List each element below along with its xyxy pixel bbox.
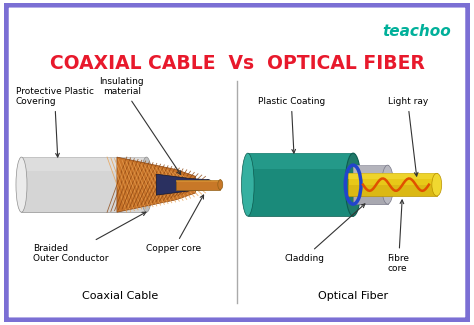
Bar — [348, 173, 437, 196]
Ellipse shape — [204, 180, 212, 189]
Bar — [353, 165, 388, 204]
Text: Optical Fiber: Optical Fiber — [318, 291, 388, 301]
Ellipse shape — [242, 153, 254, 216]
Bar — [248, 153, 353, 216]
Text: Coaxial Cable: Coaxial Cable — [82, 291, 158, 301]
Text: Fibre
core: Fibre core — [388, 200, 410, 273]
Text: teachoo: teachoo — [383, 24, 452, 39]
Bar — [353, 165, 388, 175]
Text: Light ray: Light ray — [388, 97, 428, 176]
Bar — [21, 157, 146, 212]
Ellipse shape — [382, 165, 393, 204]
Text: Protective Plastic
Covering: Protective Plastic Covering — [16, 86, 93, 157]
Ellipse shape — [16, 157, 27, 212]
Text: Insulating
material: Insulating material — [100, 77, 181, 175]
Bar — [176, 180, 220, 182]
Text: Copper core: Copper core — [146, 195, 203, 253]
Text: Cladding: Cladding — [284, 204, 365, 263]
Bar — [21, 157, 146, 171]
Text: COAXIAL CABLE  Vs  OPTICAL FIBER: COAXIAL CABLE Vs OPTICAL FIBER — [50, 54, 424, 73]
Ellipse shape — [219, 180, 221, 189]
Text: Plastic Coating: Plastic Coating — [258, 97, 325, 153]
Ellipse shape — [432, 173, 442, 196]
Polygon shape — [156, 174, 209, 195]
Bar — [348, 173, 437, 179]
Ellipse shape — [218, 180, 223, 189]
Bar — [248, 153, 353, 169]
Ellipse shape — [141, 157, 152, 212]
Bar — [176, 180, 220, 189]
Text: Braided
Outer Conductor: Braided Outer Conductor — [33, 212, 146, 263]
Polygon shape — [117, 157, 196, 212]
Ellipse shape — [345, 153, 361, 216]
Bar — [348, 185, 437, 196]
